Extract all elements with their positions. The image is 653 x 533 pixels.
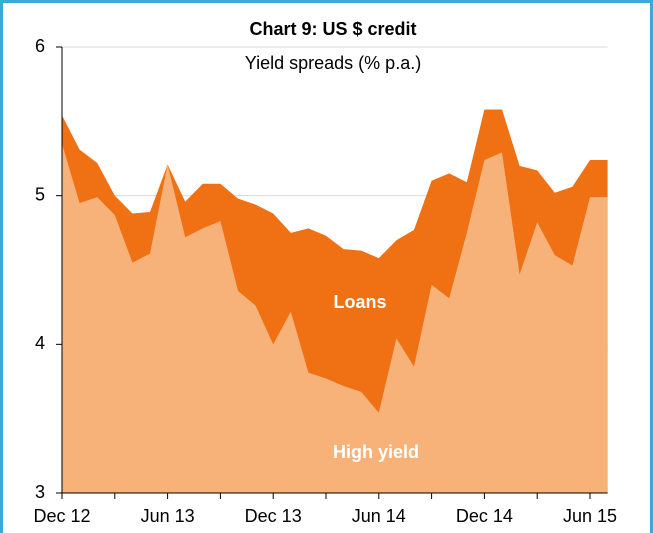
plot-area — [62, 46, 608, 494]
y-tick-label: 4 — [35, 333, 45, 353]
y-tick-label: 6 — [35, 36, 45, 56]
x-tick-label: Dec 13 — [245, 506, 302, 526]
x-tick-label: Dec 12 — [33, 506, 90, 526]
x-tick-label: Jun 13 — [141, 506, 195, 526]
y-tick-label: 5 — [35, 184, 45, 204]
chart-title: Chart 9: US $ credit — [249, 19, 416, 39]
area — [62, 143, 608, 493]
chart-subtitle: Yield spreads (% p.a.) — [245, 53, 421, 73]
x-tick-label: Dec 14 — [456, 506, 513, 526]
series-label: High yield — [333, 442, 419, 462]
x-tick-label: Jun 15 — [563, 506, 617, 526]
y-tick-label: 3 — [35, 482, 45, 502]
x-tick-label: Jun 14 — [352, 506, 406, 526]
series-label: Loans — [333, 292, 386, 312]
